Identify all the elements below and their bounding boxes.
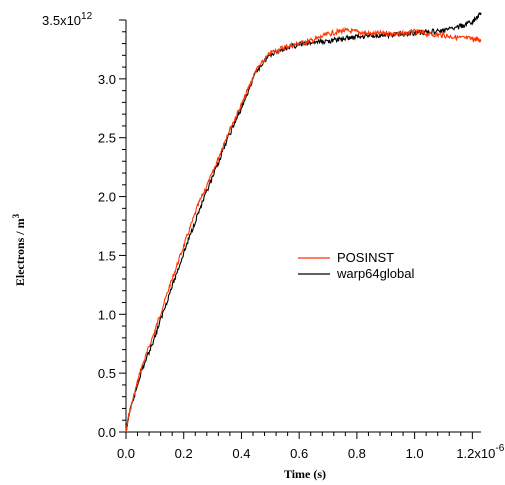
series-lines — [125, 12, 482, 433]
x-tick-label: 0.8 — [348, 446, 366, 461]
axes — [125, 20, 481, 433]
y-tick-label: 0.5 — [98, 366, 116, 381]
y-tick-label: 1.5 — [98, 248, 116, 263]
y-ticks: 0.0 0.5 1.0 1.5 2.0 2.5 3.0 3.5x1012 — [42, 11, 126, 440]
x-tick-label: 1.2x10-6 — [456, 443, 504, 461]
x-tick-label: 1.0 — [406, 446, 424, 461]
x-exponent-label: -6 — [495, 443, 504, 454]
series-line-warp64global — [125, 12, 482, 432]
y-tick-label: 2.5 — [98, 131, 116, 146]
y-exponent-label: 12 — [81, 11, 93, 22]
y-tick-label: 2.0 — [98, 190, 116, 205]
y-tick-label: 0.0 — [98, 425, 116, 440]
y-tick-label: 1.0 — [98, 307, 116, 322]
legend-label-posinst: POSINST — [337, 250, 394, 265]
x-tick-label: 0.4 — [232, 446, 250, 461]
x-tick-label: 0.0 — [117, 446, 135, 461]
legend: POSINST warp64global — [298, 250, 414, 281]
y-tick-label: 3.0 — [98, 72, 116, 87]
x-tick-label: 0.6 — [290, 446, 308, 461]
legend-label-warp64global: warp64global — [336, 266, 414, 281]
x-axis-title: Time (s) — [284, 467, 326, 481]
y-axis-title: Electrons / m3 — [11, 213, 27, 286]
series-line-posinst — [125, 26, 482, 433]
y-tick-label: 3.5x1012 — [42, 11, 93, 28]
y-axis-title-superscript: 3 — [11, 213, 21, 218]
x-tick-label: 0.2 — [175, 446, 193, 461]
y-axis-title-text: Electrons / m — [13, 218, 27, 286]
x-ticks: 0.0 0.2 0.4 0.6 0.8 1.0 1.2x10-6 — [117, 432, 505, 461]
